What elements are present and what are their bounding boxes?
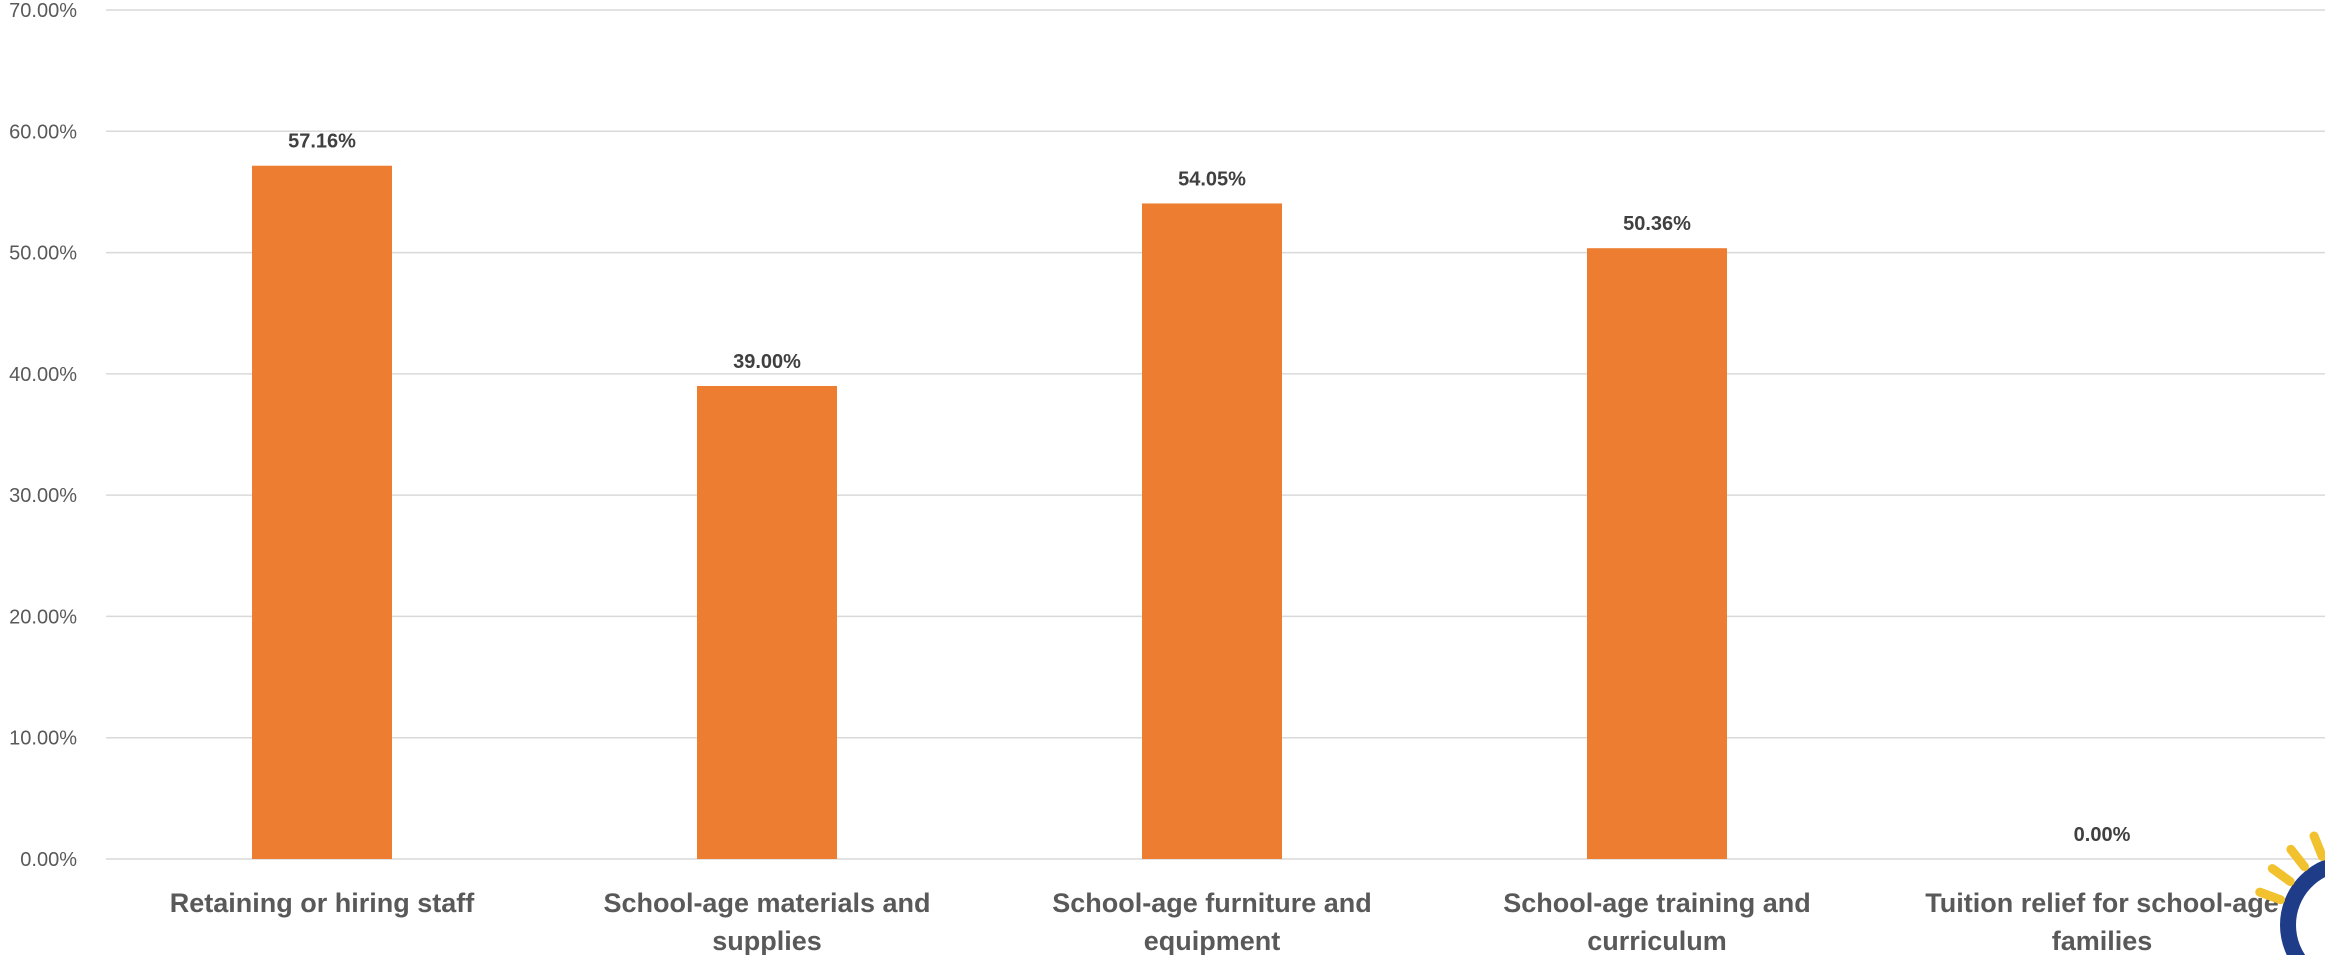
data-label: 0.00%: [2074, 824, 2131, 846]
x-tick-label: School-age materials and: [603, 888, 930, 918]
y-tick-label: 40.00%: [9, 364, 77, 386]
y-tick-label: 60.00%: [9, 121, 77, 143]
bar: [697, 385, 837, 859]
bar: [1587, 248, 1727, 859]
logo-ray: [2309, 831, 2325, 861]
logo-ring: [2280, 859, 2325, 960]
x-tick-label: equipment: [1144, 926, 1281, 955]
x-axis-labels: Retaining or hiring staff School-age mate…: [170, 888, 2279, 956]
data-label: 39.00%: [733, 351, 801, 373]
y-tick-label: 70.00%: [9, 0, 77, 22]
y-axis-ticks: 0.00% 10.00% 20.00% 30.00% 40.00% 50.00% 60.00…: [9, 0, 77, 871]
bar: [252, 165, 392, 860]
x-tick-label: School-age training and: [1503, 888, 1811, 918]
x-tick-label: supplies: [712, 926, 822, 955]
bars: [252, 165, 1727, 860]
data-labels: 57.16% 39.00% 54.05% 50.36% 0.00%: [288, 131, 2130, 846]
data-label: 50.36%: [1623, 213, 1691, 235]
y-tick-label: 10.00%: [9, 728, 77, 750]
x-tick-label: families: [2052, 926, 2153, 955]
y-tick-label: 50.00%: [9, 243, 77, 265]
bar: [1142, 203, 1282, 860]
x-tick-label: School-age furniture and: [1052, 888, 1372, 918]
y-tick-label: 20.00%: [9, 606, 77, 628]
x-tick-label: curriculum: [1587, 926, 1727, 955]
logo-rays: [2255, 831, 2325, 905]
data-label: 57.16%: [288, 131, 356, 153]
logo-ray: [2267, 864, 2295, 887]
logo-ray: [2286, 844, 2309, 872]
y-tick-label: 0.00%: [20, 849, 77, 871]
x-tick-label: Retaining or hiring staff: [170, 888, 476, 918]
logo-ray: [2255, 887, 2285, 905]
x-tick-label: Tuition relief for school-age: [1925, 888, 2279, 918]
logo-icon: [2255, 831, 2325, 960]
data-label: 54.05%: [1178, 168, 1246, 190]
y-tick-label: 30.00%: [9, 485, 77, 507]
